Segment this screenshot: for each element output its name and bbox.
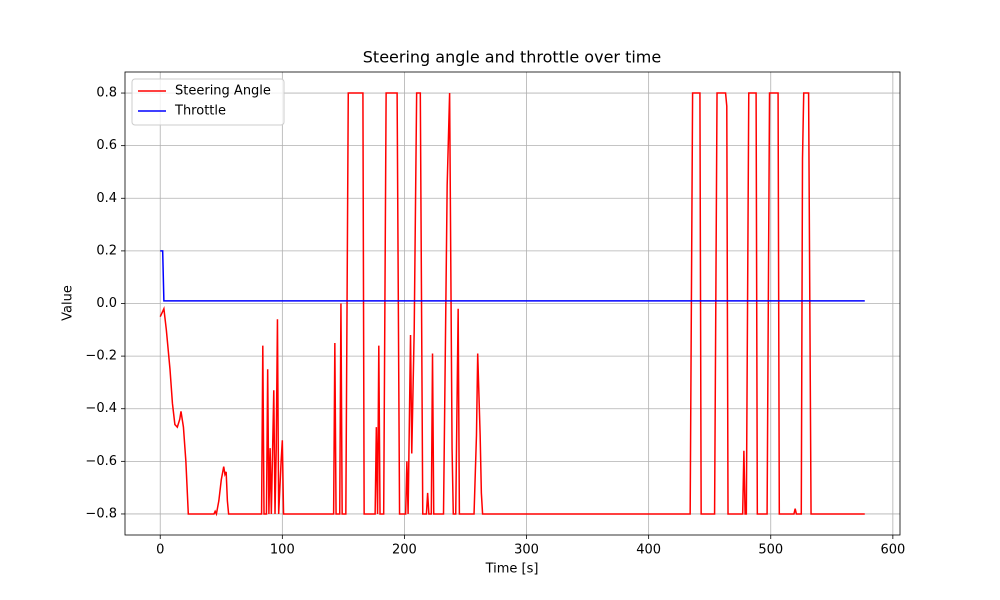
x-tick-label: 200 <box>392 543 417 558</box>
legend-label: Steering Angle <box>175 84 271 99</box>
y-tick-label: −0.4 <box>85 401 117 416</box>
plot-frame <box>124 71 901 536</box>
x-tick-label: 600 <box>880 543 905 558</box>
y-tick-label: 0.0 <box>96 296 117 311</box>
series-line <box>159 92 865 517</box>
y-axis-label: Value <box>61 285 76 321</box>
y-tick-label: 0.4 <box>96 191 117 206</box>
x-axis-label: Time [s] <box>485 562 539 577</box>
x-tick-label: 300 <box>514 543 539 558</box>
chart-title: Steering angle and throttle over time <box>363 48 661 67</box>
x-tick-label: 500 <box>758 543 783 558</box>
x-tick-label: 400 <box>636 543 661 558</box>
y-tick-label: 0.2 <box>96 243 117 258</box>
y-tick-label: −0.8 <box>85 506 117 521</box>
x-tick-label: 0 <box>156 543 164 558</box>
y-tick-label: 0.8 <box>96 86 117 101</box>
y-tick-label: −0.6 <box>85 454 117 469</box>
y-tick-label: −0.2 <box>85 349 117 364</box>
y-tick-label: 0.6 <box>96 138 117 153</box>
legend-label: Throttle <box>174 104 226 119</box>
legend-box <box>131 78 285 126</box>
x-tick-label: 100 <box>270 543 295 558</box>
series-line <box>160 250 865 302</box>
